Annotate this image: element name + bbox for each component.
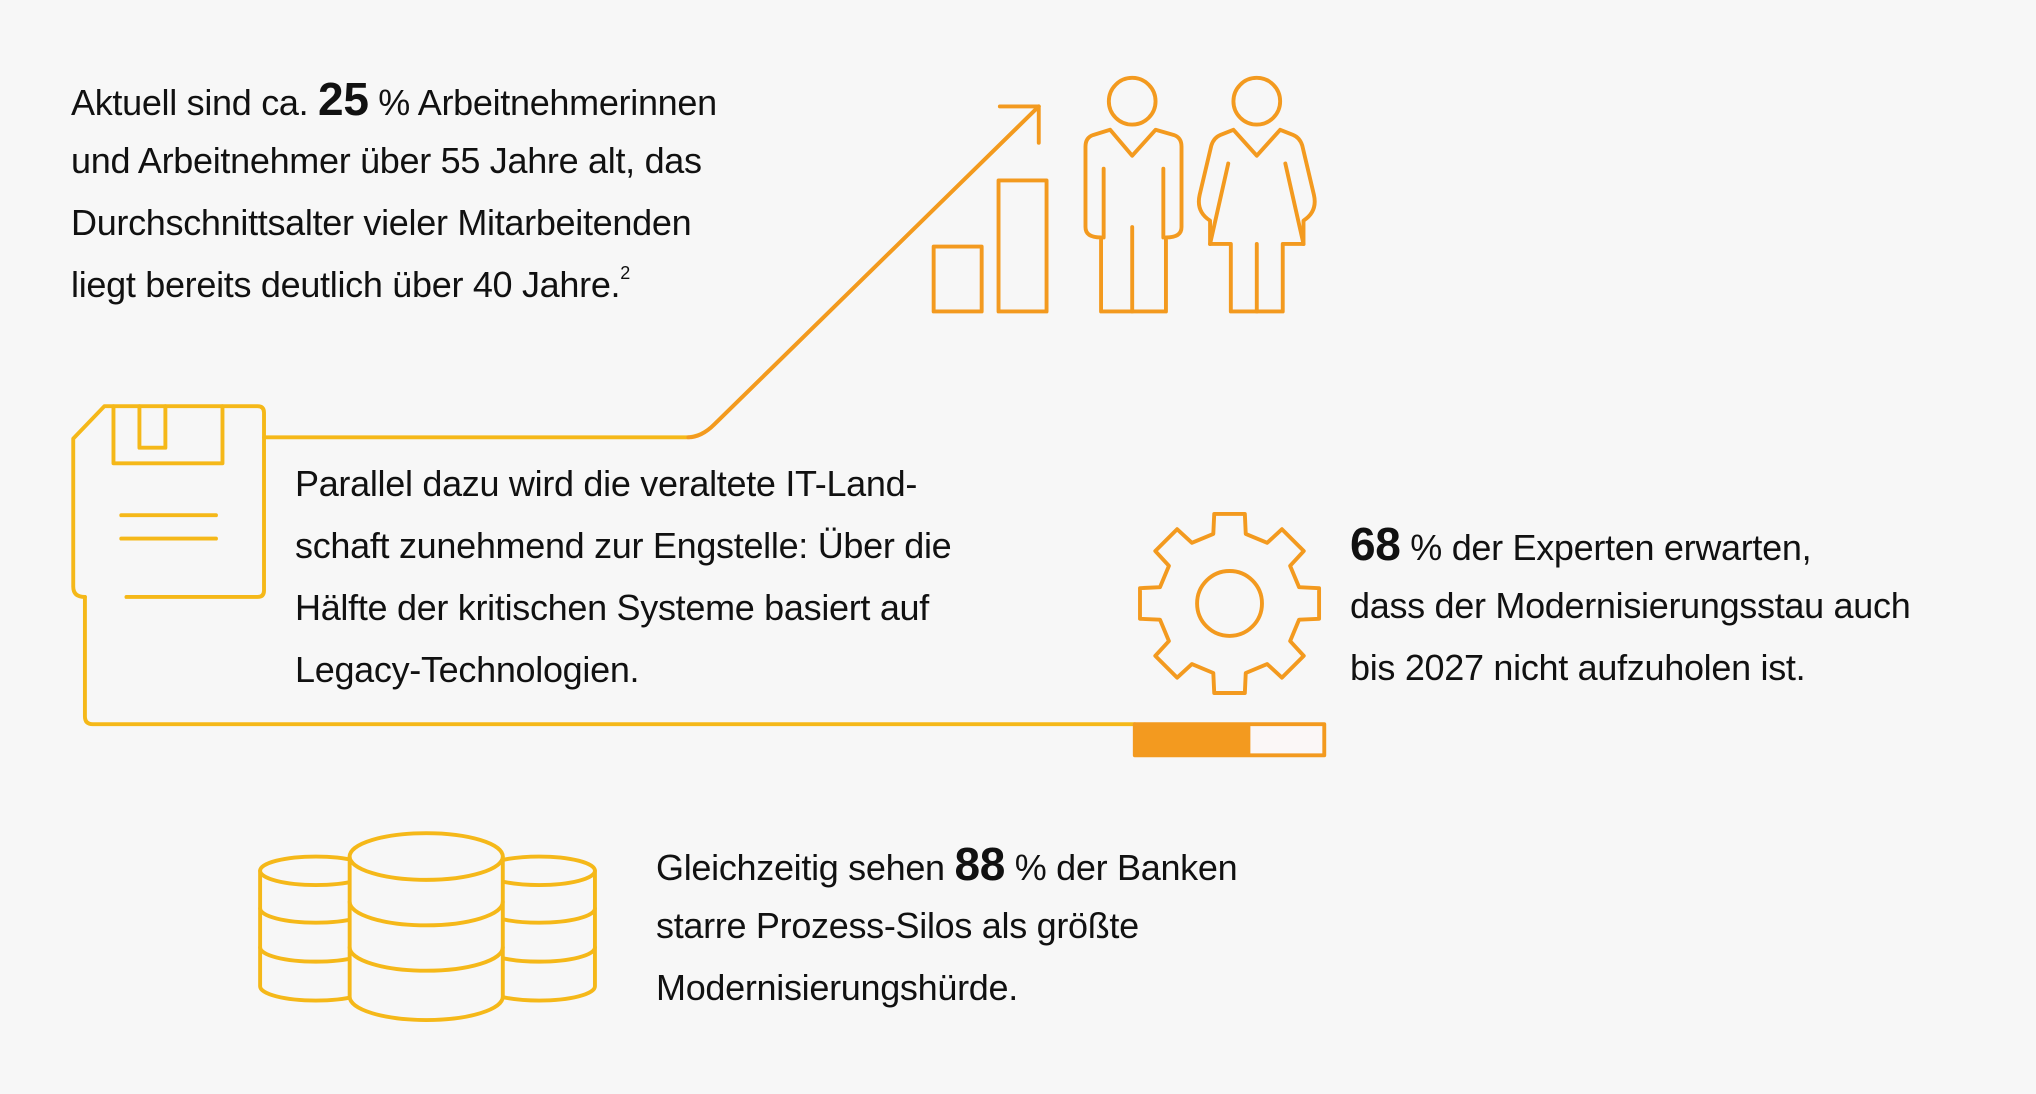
man-icon	[1083, 75, 1184, 314]
stat-number: 68	[1350, 518, 1401, 570]
floppy-disk-icon	[71, 404, 266, 599]
text-line: Hälfte der kritischen Systeme basiert au…	[295, 587, 929, 628]
bar-chart-icon	[931, 178, 1049, 314]
text: % Arbeitnehmerinnen	[368, 82, 717, 123]
database-right	[481, 854, 597, 1003]
text-line: dass der Modernisierungsstau auch	[1350, 585, 1911, 626]
text-block-banks: Gleichzeitig sehen 88 % der Banken starr…	[656, 833, 1238, 1019]
database-left	[258, 854, 374, 1003]
text: % der Banken	[1005, 847, 1238, 888]
text: Gleichzeitig sehen	[656, 847, 955, 888]
text-block-age: Aktuell sind ca. 25 % Arbeitnehmerinnen …	[71, 68, 717, 316]
database-icon	[258, 831, 597, 1022]
database-center	[347, 831, 505, 1022]
stat-number: 88	[954, 838, 1006, 890]
database-band	[347, 899, 505, 928]
stat-number: 25	[318, 73, 369, 125]
text: Aktuell sind ca.	[71, 82, 319, 123]
footnote-ref: 2	[620, 263, 630, 283]
text-line: und Arbeitnehmer über 55 Jahre alt, das	[71, 140, 702, 181]
database-band	[347, 945, 505, 973]
text-line: liegt bereits deutlich über 40 Jahre.	[71, 264, 621, 305]
text-line: Modernisierungshürde.	[656, 967, 1018, 1008]
gear-icon	[1138, 511, 1322, 695]
text-line: schaft zunehmend zur Engstelle: Über die	[295, 525, 952, 566]
arrow-icon	[686, 104, 1041, 440]
text-line: Parallel dazu wird die veraltete IT-Land…	[295, 463, 918, 504]
text-line: starre Prozess-Silos als größte	[656, 905, 1139, 946]
text-block-experts: 68 % der Experten erwarten, dass der Mod…	[1350, 513, 1911, 699]
progress-bar	[1132, 722, 1327, 758]
woman-icon	[1196, 75, 1317, 314]
connector-line-bottom	[82, 595, 1137, 727]
text-line: bis 2027 nicht aufzuholen ist.	[1350, 647, 1806, 688]
progress-fill	[1134, 724, 1251, 756]
text-line: Legacy-Technologien.	[295, 649, 640, 690]
text-block-legacy: Parallel dazu wird die veraltete IT-Land…	[295, 453, 952, 701]
text-line: Durchschnittsalter vieler Mitarbeitenden	[71, 202, 692, 243]
text: % der Experten erwarten,	[1400, 527, 1812, 568]
